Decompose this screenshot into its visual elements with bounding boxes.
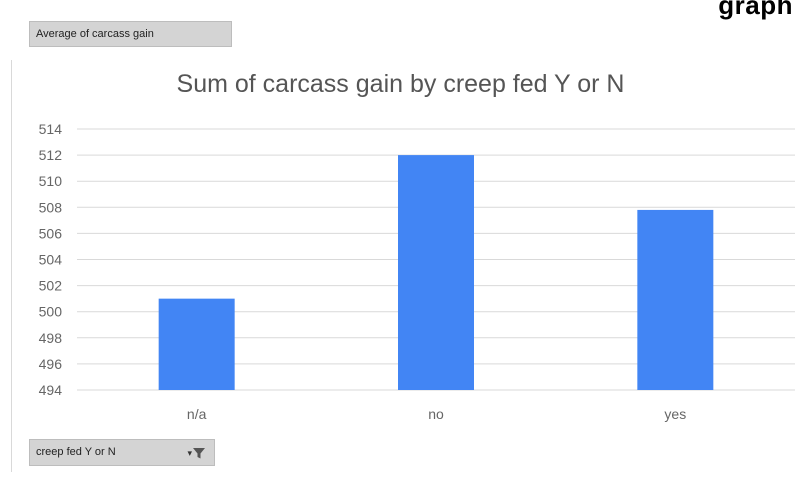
y-tick-label: 514 [39, 121, 63, 137]
y-tick-label: 498 [39, 330, 63, 346]
axis-field-button[interactable]: creep fed Y or N ▾ [29, 439, 215, 466]
y-tick-label: 512 [39, 147, 63, 163]
y-tick-label: 500 [39, 304, 63, 320]
x-category-label: no [428, 406, 444, 422]
bar [398, 155, 474, 390]
bar [637, 209, 714, 390]
y-tick-label: 496 [39, 356, 63, 372]
y-tick-label: 508 [39, 199, 63, 215]
y-tick-label: 504 [39, 252, 63, 268]
y-tick-label: 494 [39, 382, 63, 398]
bar [158, 298, 235, 390]
value-field-button[interactable]: Average of carcass gain [29, 21, 232, 47]
axis-field-label: creep fed Y or N [36, 446, 116, 458]
header-fragment: graph [718, 0, 793, 20]
y-tick-label: 506 [39, 225, 63, 241]
filter-icon[interactable] [192, 446, 206, 460]
chart-title: Sum of carcass gain by creep fed Y or N [176, 70, 625, 98]
left-divider [11, 60, 12, 472]
y-tick-label: 510 [39, 173, 63, 189]
chevron-down-icon[interactable]: ▾ [187, 448, 192, 458]
x-category-label: yes [664, 406, 686, 422]
value-field-label: Average of carcass gain [36, 28, 154, 40]
x-category-label: n/a [187, 406, 207, 422]
y-tick-label: 502 [39, 278, 63, 294]
